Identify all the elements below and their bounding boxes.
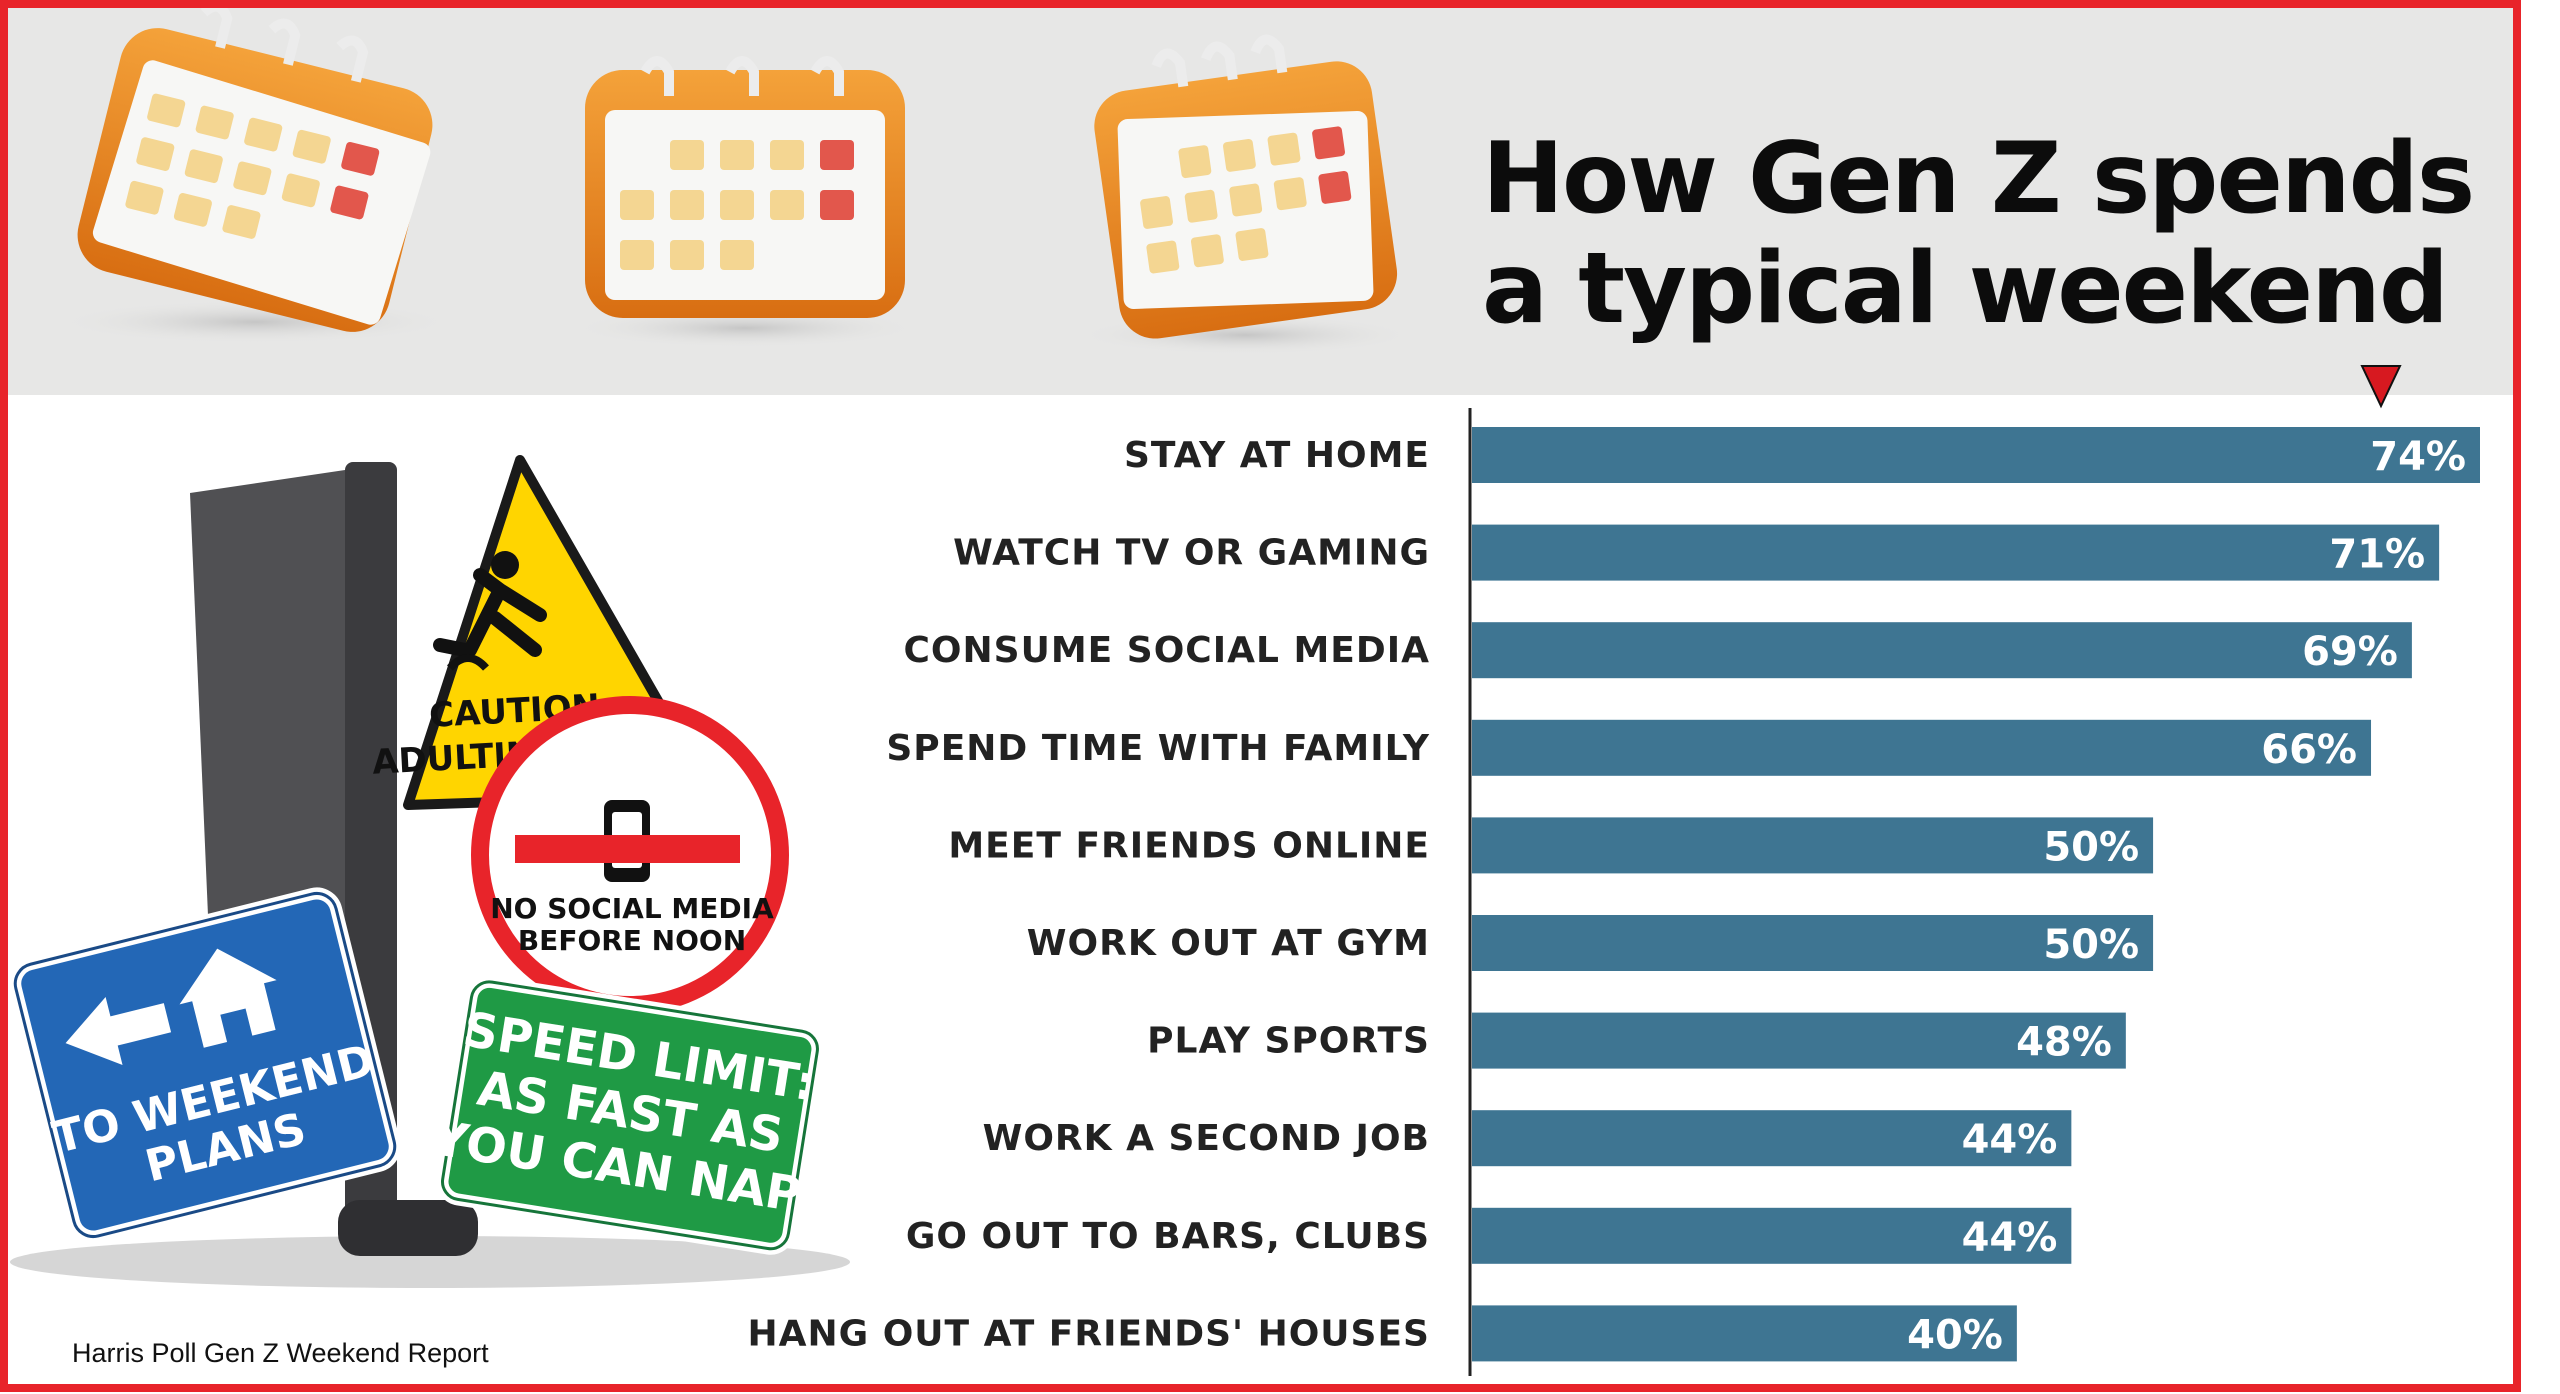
bar-4 bbox=[1472, 719, 2372, 776]
house-icon bbox=[179, 948, 277, 1048]
category-label: WORK A SECOND JOB bbox=[983, 1118, 1430, 1159]
bar-7 bbox=[1472, 1012, 2126, 1069]
no-social-line-1: NO SOCIAL MEDIA bbox=[490, 892, 774, 925]
calendar-icon bbox=[570, 56, 920, 348]
no-social-line-2: BEFORE NOON bbox=[518, 924, 746, 957]
value-label: 48% bbox=[2016, 1020, 2112, 1066]
value-label: 74% bbox=[2370, 434, 2466, 480]
category-label: STAY AT HOME bbox=[1124, 435, 1430, 476]
speed-limit-sign: SPEED LIMIT: AS FAST AS YOU CAN NAP. bbox=[428, 975, 824, 1255]
value-label: 69% bbox=[2302, 629, 2398, 675]
no-social-media-sign: NO SOCIAL MEDIA BEFORE NOON bbox=[471, 696, 789, 1014]
category-label: CONSUME SOCIAL MEDIA bbox=[904, 630, 1431, 671]
value-label: 66% bbox=[2261, 727, 2357, 773]
bar-2 bbox=[1472, 524, 2440, 581]
to-weekend-plans-sign: TO WEEKEND PLANS bbox=[9, 887, 401, 1243]
calendar-icon bbox=[55, 1, 455, 344]
bar-chart: STAY AT HOME 74% WATCH TV OR GAMING 71% CONS… bbox=[748, 427, 2480, 1362]
category-label: WATCH TV OR GAMING bbox=[953, 533, 1430, 574]
bar-3 bbox=[1472, 622, 2412, 679]
bar-1 bbox=[1472, 427, 2480, 483]
pole-base bbox=[338, 1200, 478, 1256]
category-label: HANG OUT AT FRIENDS' HOUSES bbox=[748, 1313, 1431, 1354]
category-label: MEET FRIENDS ONLINE bbox=[948, 825, 1430, 866]
arrow-left-icon bbox=[65, 997, 172, 1065]
value-label: 50% bbox=[2043, 922, 2139, 968]
marker-triangle-icon bbox=[2360, 365, 2402, 409]
value-label: 40% bbox=[1907, 1312, 2003, 1358]
value-label: 71% bbox=[2329, 532, 2425, 578]
category-label: GO OUT TO BARS, CLUBS bbox=[906, 1216, 1430, 1257]
ground-shadow bbox=[10, 1236, 850, 1288]
person-slipping-icon bbox=[491, 551, 519, 579]
signs-illustration: CAUTION: ADULTING AHEAD NO SOCIAL MEDIA … bbox=[9, 455, 850, 1288]
category-label: WORK OUT AT GYM bbox=[1027, 923, 1430, 964]
value-label: 44% bbox=[1962, 1117, 2058, 1163]
category-label: SPEND TIME WITH FAMILY bbox=[886, 728, 1430, 769]
calendar-icon bbox=[1075, 34, 1415, 355]
source-note: Harris Poll Gen Z Weekend Report bbox=[72, 1338, 489, 1368]
bar-5 bbox=[1472, 817, 2154, 874]
bar-6 bbox=[1472, 915, 2154, 971]
bar-8 bbox=[1472, 1110, 2072, 1167]
category-label: PLAY SPORTS bbox=[1147, 1021, 1430, 1062]
title-line-1: How Gen Z spends bbox=[1482, 122, 2473, 236]
value-label: 44% bbox=[1962, 1215, 2058, 1261]
banana-peel-icon bbox=[447, 654, 489, 671]
bar-10 bbox=[1472, 1305, 2017, 1362]
prohibition-bar bbox=[515, 835, 740, 863]
bar-9 bbox=[1472, 1207, 2072, 1264]
title-line-2: a typical weekend bbox=[1482, 232, 2447, 346]
value-label: 50% bbox=[2043, 824, 2139, 870]
